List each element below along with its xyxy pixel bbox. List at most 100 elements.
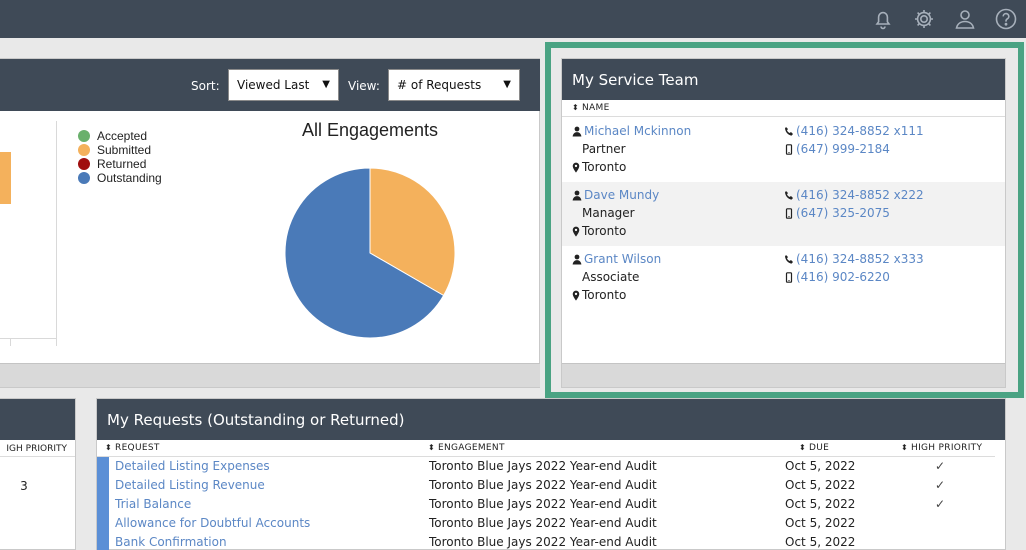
- bar-submitted: [0, 152, 11, 204]
- member-phone: (416) 324-8852 x333: [796, 252, 924, 266]
- legend-swatch: [78, 144, 90, 156]
- member-phone: (416) 324-8852 x111: [796, 124, 924, 138]
- member-name: Michael Mckinnon: [584, 124, 692, 138]
- divider: [562, 116, 1005, 117]
- pie-chart: [284, 167, 456, 339]
- legend-item[interactable]: Outstanding: [78, 171, 162, 185]
- legend-swatch: [78, 172, 90, 184]
- mobile-icon: [785, 144, 793, 155]
- sort-icon: ⬍: [572, 103, 580, 112]
- request-engagement: Toronto Blue Jays 2022 Year-end Audit: [429, 516, 657, 530]
- member-mobile-link[interactable]: (647) 325-2075: [784, 206, 890, 220]
- high-priority-check-icon: ✓: [935, 497, 946, 511]
- top-navigation-bar: [0, 0, 1026, 38]
- member-location: Toronto: [572, 288, 626, 302]
- member-mobile: (647) 325-2075: [796, 206, 890, 220]
- status-strip: [97, 457, 109, 550]
- high-priority-column-header[interactable]: ⬍ HIGH PRIORITY: [901, 443, 982, 453]
- request-link[interactable]: Trial Balance: [115, 497, 192, 511]
- service-team-footer: [562, 363, 1005, 387]
- chevron-down-icon: ▼: [322, 79, 330, 90]
- legend-label: Returned: [97, 157, 147, 171]
- engagement-column-header[interactable]: ⬍ ENGAGEMENT: [428, 443, 505, 453]
- priority-summary-panel: IGH PRIORITY 3: [0, 398, 76, 550]
- phone-icon: [785, 127, 793, 136]
- service-team-panel: My Service Team ⬍ NAME Michael Mckinnon Pa…: [561, 58, 1006, 388]
- member-name-link[interactable]: Michael Mckinnon: [572, 124, 691, 138]
- member-phone-link[interactable]: (416) 324-8852 x222: [784, 188, 924, 202]
- pie-slice-outstanding[interactable]: [284, 167, 445, 339]
- member-phone-link[interactable]: (416) 324-8852 x111: [784, 124, 924, 138]
- legend-swatch: [78, 130, 90, 142]
- request-link[interactable]: Bank Confirmation: [115, 535, 227, 549]
- request-column-label: REQUEST: [115, 443, 160, 453]
- mobile-icon: [785, 208, 793, 219]
- member-phone-link[interactable]: (416) 324-8852 x333: [784, 252, 924, 266]
- bar-chart-axis: [56, 121, 57, 346]
- chevron-down-icon: ▼: [503, 79, 511, 90]
- user-icon[interactable]: [953, 7, 977, 31]
- service-team-header: My Service Team: [562, 59, 1005, 100]
- request-link[interactable]: Allowance for Doubtful Accounts: [115, 516, 311, 530]
- high-priority-check-icon: ✓: [935, 478, 946, 492]
- pie-slice-submitted[interactable]: [369, 167, 456, 297]
- sort-icon: ⬍: [105, 443, 113, 452]
- sort-icon: ⬍: [799, 443, 807, 452]
- chart-title: All Engagements: [301, 120, 439, 140]
- divider: [97, 456, 995, 457]
- legend-item[interactable]: Returned: [78, 157, 162, 171]
- bell-icon[interactable]: [871, 7, 895, 31]
- legend-label: Submitted: [97, 143, 152, 157]
- request-column-header[interactable]: ⬍ REQUEST: [105, 443, 160, 453]
- legend-label: Outstanding: [97, 171, 162, 185]
- name-column-header[interactable]: ⬍ NAME: [572, 103, 610, 113]
- member-mobile: (416) 902-6220: [796, 270, 890, 284]
- request-link[interactable]: Detailed Listing Expenses: [115, 459, 270, 473]
- location-pin-icon: [572, 226, 580, 237]
- request-due-date: Oct 5, 2022: [785, 516, 856, 530]
- help-icon[interactable]: [994, 7, 1018, 31]
- member-location-text: Toronto: [582, 160, 627, 174]
- member-role: Partner: [582, 142, 626, 156]
- member-name: Dave Mundy: [584, 188, 660, 202]
- location-pin-icon: [572, 290, 580, 301]
- member-mobile-link[interactable]: (647) 999-2184: [784, 142, 890, 156]
- member-mobile-link[interactable]: (416) 902-6220: [784, 270, 890, 284]
- member-name: Grant Wilson: [584, 252, 662, 266]
- engagements-panel-footer: [0, 363, 540, 387]
- sort-select[interactable]: Viewed Last ▼: [228, 69, 339, 101]
- priority-column-header[interactable]: IGH PRIORITY: [6, 444, 67, 454]
- person-icon: [572, 126, 582, 137]
- bar-chart-baseline: [0, 338, 56, 339]
- request-due-date: Oct 5, 2022: [785, 478, 856, 492]
- member-name-link[interactable]: Dave Mundy: [572, 188, 659, 202]
- request-link[interactable]: Detailed Listing Revenue: [115, 478, 265, 492]
- member-location-text: Toronto: [582, 288, 627, 302]
- member-mobile: (647) 999-2184: [796, 142, 890, 156]
- bar-chart-tick: [10, 338, 11, 346]
- view-select[interactable]: # of Requests ▼: [388, 69, 520, 101]
- request-engagement: Toronto Blue Jays 2022 Year-end Audit: [429, 459, 657, 473]
- member-location-text: Toronto: [582, 224, 627, 238]
- due-column-header[interactable]: ⬍ DUE: [799, 443, 829, 453]
- member-location: Toronto: [572, 224, 626, 238]
- person-icon: [572, 190, 582, 201]
- sort-select-value: Viewed Last: [237, 78, 310, 92]
- request-engagement: Toronto Blue Jays 2022 Year-end Audit: [429, 535, 657, 549]
- member-role: Associate: [582, 270, 640, 284]
- request-due-date: Oct 5, 2022: [785, 497, 856, 511]
- priority-count: 3: [20, 479, 28, 493]
- member-location: Toronto: [572, 160, 626, 174]
- name-column-label: NAME: [582, 103, 610, 113]
- legend-item[interactable]: Accepted: [78, 129, 162, 143]
- engagements-panel: Sort: Viewed Last ▼ View: # of Requests …: [0, 58, 540, 388]
- gear-icon[interactable]: [912, 7, 936, 31]
- phone-icon: [785, 191, 793, 200]
- view-select-value: # of Requests: [397, 78, 482, 92]
- member-name-link[interactable]: Grant Wilson: [572, 252, 661, 266]
- person-icon: [572, 254, 582, 265]
- team-member-row: Dave Mundy Manager Toronto (416) 324-8852 x…: [562, 182, 1005, 246]
- chart-legend: Accepted Submitted Returned Outstanding: [78, 129, 162, 185]
- request-row: Detailed Listing Expenses Toronto Blue Ja…: [97, 457, 1005, 476]
- legend-item[interactable]: Submitted: [78, 143, 162, 157]
